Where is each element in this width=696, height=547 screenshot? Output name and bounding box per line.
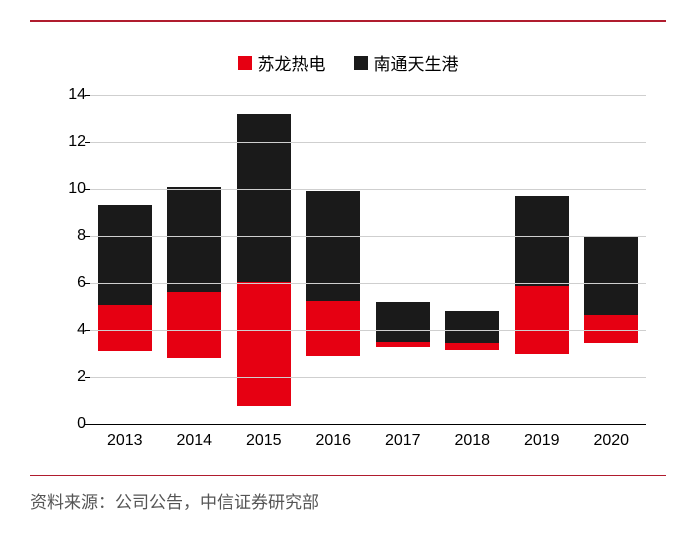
bar bbox=[167, 187, 221, 424]
bar-segment-series2 bbox=[376, 302, 430, 342]
bar-slot: 2016 bbox=[299, 95, 369, 424]
top-rule bbox=[30, 20, 666, 22]
y-axis-label: 6 bbox=[60, 274, 86, 292]
bars-group: 20132014201520162017201820192020 bbox=[90, 95, 646, 424]
bar-segment-series2 bbox=[515, 196, 569, 286]
grid-line bbox=[90, 330, 646, 331]
x-axis-label: 2013 bbox=[107, 432, 143, 450]
grid-line bbox=[90, 95, 646, 96]
bar-slot: 2014 bbox=[160, 95, 230, 424]
bar-segment-series1 bbox=[515, 286, 569, 354]
grid-line bbox=[90, 142, 646, 143]
grid-line bbox=[90, 189, 646, 190]
bar-segment-series1 bbox=[306, 301, 360, 356]
bar-segment-series2 bbox=[237, 114, 291, 282]
chart-container: 苏龙热电 南通天生港 20132014201520162017201820192… bbox=[0, 0, 696, 547]
y-axis-label: 2 bbox=[60, 368, 86, 386]
legend-swatch-1 bbox=[238, 56, 252, 70]
plot-area: 20132014201520162017201820192020 0246810… bbox=[90, 95, 646, 425]
bar-slot: 2015 bbox=[229, 95, 299, 424]
bar-segment-series2 bbox=[167, 187, 221, 292]
bar-slot: 2018 bbox=[438, 95, 508, 424]
y-axis-label: 10 bbox=[60, 180, 86, 198]
bar-segment-series2 bbox=[584, 236, 638, 315]
bar-segment-series1 bbox=[237, 282, 291, 406]
legend-item-1: 苏龙热电 bbox=[238, 50, 326, 75]
bar-segment-series1 bbox=[445, 343, 499, 349]
y-axis-label: 12 bbox=[60, 133, 86, 151]
x-axis-label: 2015 bbox=[246, 432, 282, 450]
bar-segment-series1 bbox=[376, 342, 430, 347]
bar-slot: 2013 bbox=[90, 95, 160, 424]
legend-label-2: 南通天生港 bbox=[374, 50, 459, 75]
y-axis-label: 8 bbox=[60, 227, 86, 245]
grid-line bbox=[90, 236, 646, 237]
bar-segment-series2 bbox=[306, 191, 360, 301]
legend-label-1: 苏龙热电 bbox=[258, 50, 326, 75]
bar bbox=[98, 205, 152, 424]
bar bbox=[376, 302, 430, 424]
x-axis-label: 2019 bbox=[524, 432, 560, 450]
legend-item-2: 南通天生港 bbox=[354, 50, 459, 75]
legend: 苏龙热电 南通天生港 bbox=[30, 50, 666, 75]
x-axis-label: 2020 bbox=[593, 432, 629, 450]
bar-segment-series1 bbox=[167, 292, 221, 358]
y-axis-label: 14 bbox=[60, 86, 86, 104]
grid-line bbox=[90, 377, 646, 378]
bar-segment-series2 bbox=[445, 311, 499, 343]
bar-slot: 2020 bbox=[577, 95, 647, 424]
bar-segment-series1 bbox=[98, 305, 152, 350]
x-axis-label: 2017 bbox=[385, 432, 421, 450]
legend-swatch-2 bbox=[354, 56, 368, 70]
bottom-rule bbox=[30, 475, 666, 476]
bar bbox=[306, 191, 360, 424]
bar bbox=[515, 196, 569, 424]
y-axis-label: 4 bbox=[60, 321, 86, 339]
x-axis-label: 2016 bbox=[315, 432, 351, 450]
source-line: 资料来源：公司公告，中信证券研究部 bbox=[30, 486, 666, 513]
bar-segment-series2 bbox=[98, 205, 152, 305]
chart-area: 20132014201520162017201820192020 0246810… bbox=[60, 95, 656, 455]
y-axis-label: 0 bbox=[60, 415, 86, 433]
x-axis-label: 2018 bbox=[454, 432, 490, 450]
grid-line bbox=[90, 283, 646, 284]
bar bbox=[445, 311, 499, 424]
bar-slot: 2019 bbox=[507, 95, 577, 424]
x-axis-label: 2014 bbox=[176, 432, 212, 450]
bar-slot: 2017 bbox=[368, 95, 438, 424]
